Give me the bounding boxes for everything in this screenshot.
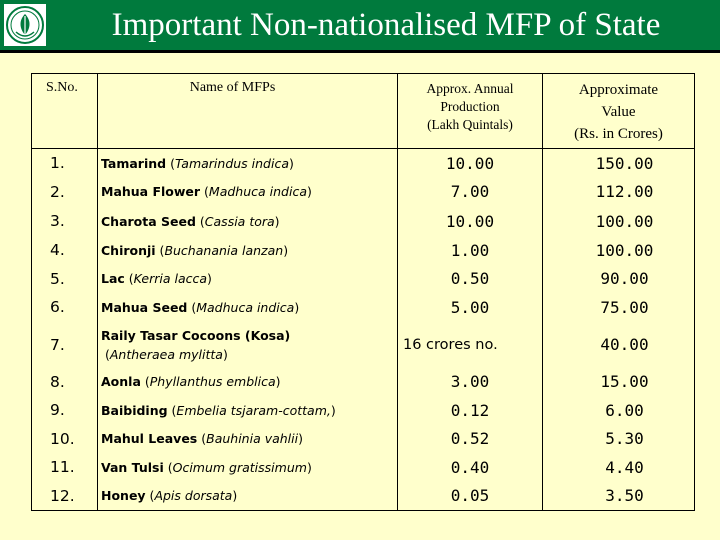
table-row: 4. Chironji (Buchanania lanzan) 1.00 100… [31,236,695,265]
title-bar: Important Non-nationalised MFP of State [0,0,720,50]
row-name: Tamarind (Tamarindus indica) [97,148,398,178]
row-value: 90.00 [542,264,695,293]
row-production: 1.00 [397,236,543,265]
row-name: Van Tulsi (Ocimum gratissimum) [97,453,398,482]
row-sno: 1. [31,148,98,178]
row-name: Charota Seed (Cassia tora) [97,206,398,236]
row-name: Baibiding (Embelia tsjaram-cottam,) [97,396,398,425]
row-production: 16 crores no. [397,321,543,368]
row-name: Aonla (Phyllanthus emblica) [97,367,398,396]
table-row: 3. Charota Seed (Cassia tora) 10.00 100.… [31,206,695,236]
column-header-value: Approximate Value (Rs. in Crores) [542,73,695,149]
row-production: 0.52 [397,424,543,453]
row-sno: 8. [31,367,98,396]
row-value: 112.00 [542,177,695,206]
row-value: 6.00 [542,396,695,425]
row-sno: 9. [31,396,98,425]
row-production: 0.05 [397,481,543,511]
column-header-sno: S.No. [31,73,98,149]
table-row: 1. Tamarind (Tamarindus indica) 10.00 15… [31,148,695,178]
row-production: 0.50 [397,264,543,293]
row-value: 3.50 [542,481,695,511]
row-name: Mahul Leaves (Bauhinia vahlii) [97,424,398,453]
table-row: 11. Van Tulsi (Ocimum gratissimum) 0.40 … [31,453,695,482]
row-sno: 2. [31,177,98,206]
row-sno: 6. [31,293,98,322]
row-name: Mahua Flower (Madhuca indica) [97,177,398,206]
row-sno: 7. [31,321,98,368]
row-production: 5.00 [397,293,543,322]
row-name: Lac (Kerria lacca) [97,264,398,293]
row-value: 75.00 [542,293,695,322]
row-production: 0.40 [397,453,543,482]
table-row: 7. Raily Tasar Cocoons (Kosa) (Antheraea… [31,321,695,368]
row-sno: 12. [31,481,98,511]
row-name: Mahua Seed (Madhuca indica) [97,293,398,322]
row-value: 4.40 [542,453,695,482]
row-value: 5.30 [542,424,695,453]
row-value: 150.00 [542,148,695,178]
row-value: 100.00 [542,206,695,236]
row-sno: 11. [31,453,98,482]
row-sno: 5. [31,264,98,293]
row-name: Raily Tasar Cocoons (Kosa) (Antheraea my… [97,321,398,368]
table-row: 12. Honey (Apis dorsata) 0.05 3.50 [31,481,695,511]
page-title: Important Non-nationalised MFP of State [111,7,661,43]
row-name: Honey (Apis dorsata) [97,481,398,511]
row-sno: 4. [31,236,98,265]
mfp-table: S.No. Name of MFPs Approx. Annual Produc… [31,73,695,511]
table-row: 6. Mahua Seed (Madhuca indica) 5.00 75.0… [31,293,695,322]
row-sno: 3. [31,206,98,236]
row-value: 100.00 [542,236,695,265]
table-row: 9. Baibiding (Embelia tsjaram-cottam,) 0… [31,396,695,425]
header-divider [0,50,720,53]
row-name: Chironji (Buchanania lanzan) [97,236,398,265]
column-header-name: Name of MFPs [97,73,398,149]
row-production: 7.00 [397,177,543,206]
row-value: 40.00 [542,321,695,368]
row-value: 15.00 [542,367,695,396]
forest-emblem-icon [4,4,46,46]
table-row: 2. Mahua Flower (Madhuca indica) 7.00 11… [31,177,695,206]
row-sno: 10. [31,424,98,453]
column-header-production: Approx. Annual Production (Lakh Quintals… [397,73,543,149]
row-production: 10.00 [397,206,543,236]
row-production: 3.00 [397,367,543,396]
row-production: 0.12 [397,396,543,425]
row-production: 10.00 [397,148,543,178]
table-row: 10. Mahul Leaves (Bauhinia vahlii) 0.52 … [31,424,695,453]
table-header-row: S.No. Name of MFPs Approx. Annual Produc… [31,73,695,149]
table-row: 5. Lac (Kerria lacca) 0.50 90.00 [31,264,695,293]
table-row: 8. Aonla (Phyllanthus emblica) 3.00 15.0… [31,367,695,396]
